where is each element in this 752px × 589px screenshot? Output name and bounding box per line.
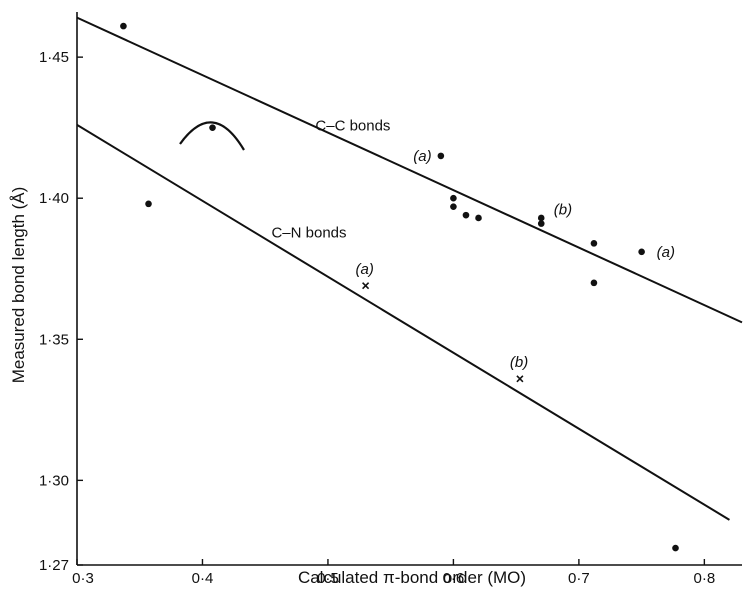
point-annotation: (a) [657, 244, 675, 261]
dot-point [450, 194, 457, 202]
y-tick-label: 1·35 [39, 331, 69, 348]
dot-point [437, 152, 445, 160]
dot-point [450, 203, 457, 210]
x-tick-label: 0·3 [72, 570, 94, 587]
x-axis-title: Calculated π-bond order (MO) [298, 568, 526, 587]
cross-point [516, 375, 524, 383]
dot-point [145, 200, 152, 208]
x-tick-label: 0·4 [192, 570, 214, 587]
fit-lines: C–C bonds C–N bonds [76, 16, 743, 521]
dot-point [590, 279, 598, 287]
y-axis-title: Measured bond length (Å) [9, 187, 28, 384]
dot-point [638, 248, 645, 256]
point-annotation: (b) [510, 354, 528, 371]
y-tick-label: 1·40 [39, 190, 69, 207]
dot-point [462, 211, 470, 219]
x-tick-label: 0·8 [694, 570, 716, 587]
dot-point [120, 22, 127, 30]
fit-line-label: C–N bonds [271, 225, 346, 242]
fit-line [76, 16, 743, 324]
dot-point [209, 124, 216, 131]
axes [76, 12, 742, 566]
y-tick-label: 1·45 [39, 49, 69, 66]
x-tick-label: 0·5 [317, 570, 339, 587]
ticks: 0·3 0·4 0·5 0·6 0·7 0·8 1·27 1·30 1·35 1·40 1·45 [39, 49, 715, 587]
fit-line [76, 124, 730, 521]
y-tick-label: 1·27 [39, 557, 69, 574]
data-points [120, 22, 679, 552]
dot-point [537, 220, 545, 227]
point-annotation: (b) [554, 202, 572, 219]
dot-point [590, 240, 598, 247]
y-tick-label: 1·30 [39, 472, 69, 489]
x-tick-label: 0·7 [568, 570, 590, 587]
annotations: (a) (b) (a) (a) (b) [356, 148, 675, 371]
cross-stroke [362, 282, 370, 290]
arc-mark [179, 121, 245, 151]
dot-point [475, 214, 482, 222]
point-annotation: (a) [413, 148, 431, 165]
x-tick-label: 0·6 [443, 570, 465, 587]
cross-point [362, 282, 370, 290]
cross-stroke [516, 375, 524, 383]
dot-point [672, 544, 679, 552]
dot-point [537, 214, 545, 222]
point-annotation: (a) [356, 261, 374, 278]
fit-line-label: C–C bonds [315, 118, 390, 135]
